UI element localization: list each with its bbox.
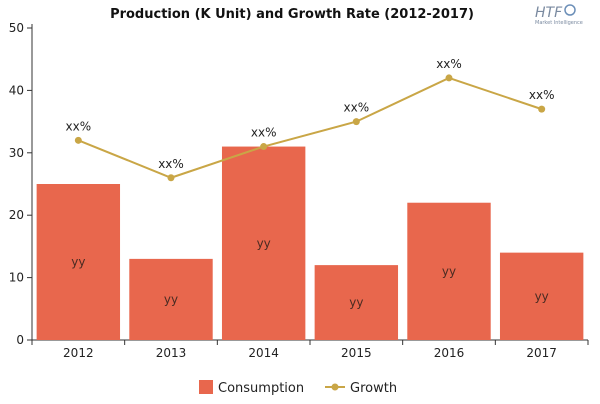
y-tick-label: 10 <box>9 271 24 285</box>
series-line-growth <box>77 76 542 179</box>
y-tick-label: 0 <box>16 333 24 347</box>
y-tick-label: 50 <box>9 21 24 35</box>
legend: Consumption Growth <box>199 380 397 396</box>
growth-data-label: xx% <box>158 157 184 171</box>
growth-point <box>74 136 82 144</box>
x-tick-label: 2016 <box>434 346 465 360</box>
bar-data-label: yy <box>442 264 456 278</box>
x-tick-label: 2017 <box>526 346 557 360</box>
growth-point <box>445 74 453 82</box>
x-tick-label: 2012 <box>63 346 94 360</box>
bar-data-label: yy <box>257 236 271 250</box>
growth-data-label: xx% <box>66 119 92 133</box>
bars: yy yy yy yy yy yy <box>36 146 584 340</box>
growth-data-label: xx% <box>529 88 555 102</box>
growth-point <box>352 118 360 126</box>
growth-line: xx% xx% xx% xx% xx% xx% <box>66 57 555 182</box>
y-tick-label: 20 <box>9 208 24 222</box>
growth-data-label: xx% <box>251 126 277 140</box>
y-tick-label: 30 <box>9 146 24 160</box>
x-tick-label: 2015 <box>341 346 372 360</box>
axes: 0 10 20 30 40 50 2012 2013 2014 2015 2016 2017 <box>9 21 589 360</box>
legend-marker-growth <box>331 383 339 391</box>
bar <box>499 252 584 340</box>
bar-data-label: yy <box>535 289 549 303</box>
globe-icon <box>564 4 576 16</box>
logo: HTF Market Intelligence <box>535 4 583 26</box>
growth-point <box>260 143 268 151</box>
bar <box>407 202 491 340</box>
bar <box>221 146 306 340</box>
legend-swatch-consumption <box>199 380 213 394</box>
growth-point <box>538 105 546 113</box>
bar <box>129 258 213 340</box>
y-tick-label: 40 <box>9 83 24 97</box>
logo-subtext: Market Intelligence <box>535 20 583 26</box>
bar-data-label: yy <box>164 292 178 306</box>
logo-text: HTF <box>535 5 563 21</box>
legend-label-growth: Growth <box>350 381 397 396</box>
growth-data-label: xx% <box>436 57 462 71</box>
bar-data-label: yy <box>349 296 363 310</box>
legend-label-consumption: Consumption <box>218 381 304 396</box>
bar-data-label: yy <box>71 255 85 269</box>
bar <box>314 265 399 340</box>
chart-title: Production (K Unit) and Growth Rate (201… <box>110 7 474 22</box>
growth-data-label: xx% <box>344 101 370 115</box>
x-tick-label: 2014 <box>248 346 279 360</box>
bar <box>36 184 121 340</box>
growth-point <box>167 174 175 182</box>
x-tick-label: 2013 <box>156 346 187 360</box>
